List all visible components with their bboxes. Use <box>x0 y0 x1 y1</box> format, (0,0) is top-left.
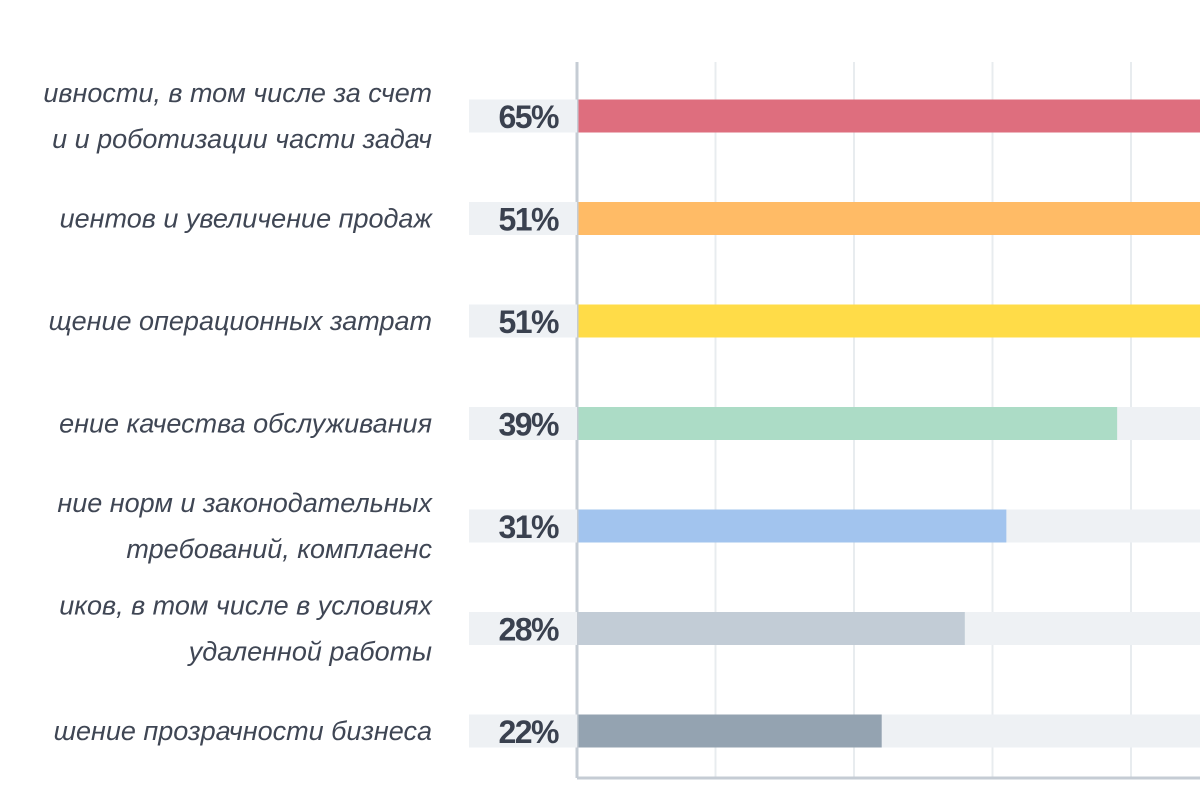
bar <box>577 612 965 645</box>
category-label: иентов и увеличение продаж <box>60 204 434 234</box>
category-label: ивности, в том числе за счет <box>43 78 432 108</box>
bar <box>577 714 882 748</box>
value-label-bg <box>469 714 577 748</box>
value-label-bg <box>469 612 577 645</box>
category-label: ение качества обслуживания <box>59 409 432 439</box>
labels: 65% ивности, в том числе за счет и и робот… <box>43 78 577 750</box>
category-label: шение прозрачности бизнеса <box>54 716 432 746</box>
category-label: ние норм и законодательных <box>57 488 433 518</box>
value-label: 28% <box>498 612 559 648</box>
category-label: иков, в том числе в условиях <box>59 591 433 621</box>
category-label: и и роботизации части задач <box>52 124 432 154</box>
value-label-bg <box>469 304 577 338</box>
category-label: удаленной работы <box>187 637 432 667</box>
bar <box>577 407 1118 440</box>
value-label-bg <box>469 202 577 235</box>
value-label: 65% <box>498 99 559 135</box>
value-label-bg <box>469 407 577 440</box>
value-label: 51% <box>498 202 559 238</box>
value-label-bg <box>469 509 577 543</box>
value-label-bg <box>469 99 577 133</box>
bars <box>577 99 1200 748</box>
bar <box>577 509 1007 543</box>
value-label: 22% <box>498 714 559 750</box>
value-label: 51% <box>498 304 559 340</box>
value-label: 31% <box>498 509 559 545</box>
category-label: требований, комплаенс <box>126 534 432 564</box>
bar <box>577 304 1200 338</box>
bar <box>577 99 1200 133</box>
category-label: щение операционных затрат <box>49 306 432 336</box>
bar <box>577 202 1200 235</box>
value-label: 39% <box>498 407 559 443</box>
